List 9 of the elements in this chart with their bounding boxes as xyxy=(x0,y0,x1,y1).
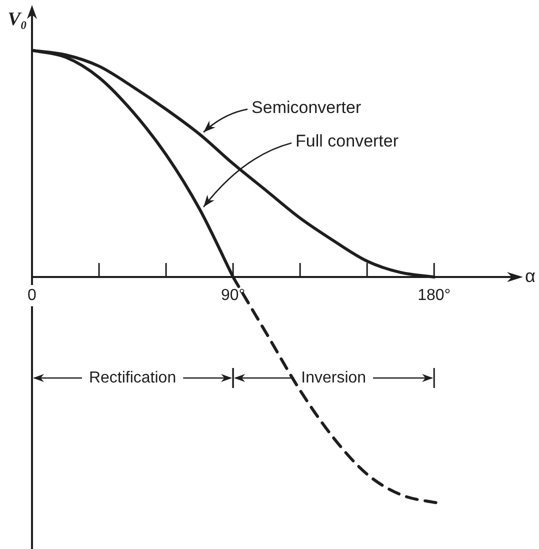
y-axis-title: V₀ xyxy=(8,9,27,30)
x-tick-label: 90° xyxy=(220,287,246,304)
x-tick-label: 180° xyxy=(418,287,451,304)
annotation: Inversion xyxy=(301,369,366,386)
text: Semiconverter xyxy=(252,98,362,117)
x-axis-title: α xyxy=(525,266,536,286)
x-tick-label: 0 xyxy=(28,287,37,304)
annotation: Rectification xyxy=(88,369,176,386)
text: Full converter xyxy=(296,132,399,151)
